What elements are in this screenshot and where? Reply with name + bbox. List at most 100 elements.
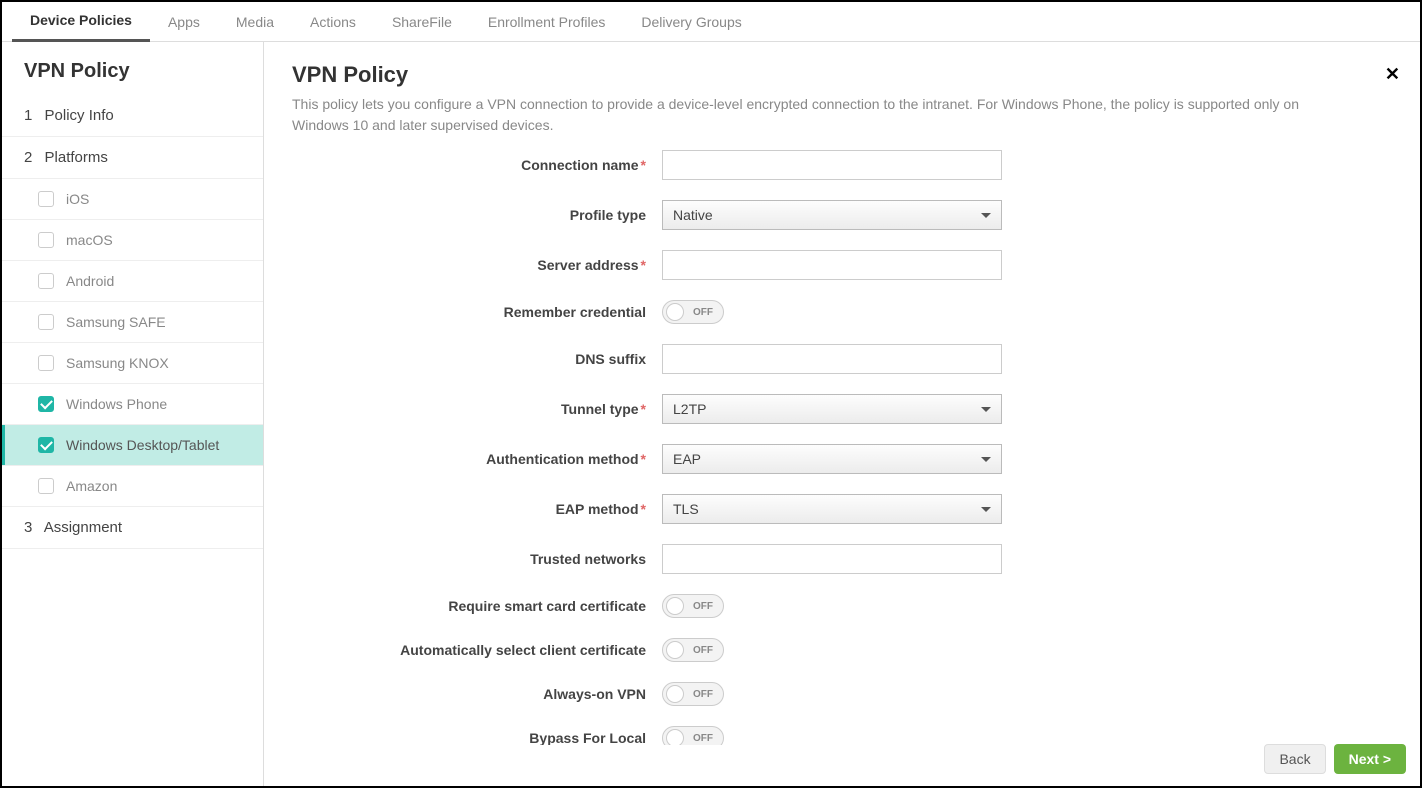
checkbox-icon[interactable] <box>38 191 54 207</box>
step-num: 1 <box>24 107 32 124</box>
toggle-knob <box>666 685 684 703</box>
top-tab-delivery-groups[interactable]: Delivery Groups <box>623 2 759 42</box>
remember-credential-toggle[interactable]: OFF <box>662 300 724 324</box>
label-require-smart-card: Require smart card certificate <box>292 598 662 614</box>
chevron-down-icon <box>981 457 991 462</box>
back-button[interactable]: Back <box>1264 744 1325 774</box>
close-icon[interactable]: ✕ <box>1385 64 1400 85</box>
platform-item-windows-phone[interactable]: Windows Phone <box>2 384 263 425</box>
required-marker: * <box>641 401 646 417</box>
label-dns-suffix: DNS suffix <box>292 351 662 367</box>
platform-label: Samsung KNOX <box>66 355 169 371</box>
chevron-down-icon <box>981 213 991 218</box>
label-remember-credential: Remember credential <box>292 304 662 320</box>
toggle-knob <box>666 303 684 321</box>
row-auth-method: Authentication method* EAP <box>292 444 1392 474</box>
platform-item-amazon[interactable]: Amazon <box>2 466 263 507</box>
platform-item-samsung-safe[interactable]: Samsung SAFE <box>2 302 263 343</box>
label-always-on: Always-on VPN <box>292 686 662 702</box>
platform-item-samsung-knox[interactable]: Samsung KNOX <box>2 343 263 384</box>
connection-name-input[interactable] <box>662 150 1002 180</box>
checkbox-icon[interactable] <box>38 355 54 371</box>
top-tab-media[interactable]: Media <box>218 2 292 42</box>
next-button[interactable]: Next > <box>1334 744 1406 774</box>
row-bypass-local: Bypass For Local OFF <box>292 726 1392 745</box>
top-tab-sharefile[interactable]: ShareFile <box>374 2 470 42</box>
label-auto-select-cert: Automatically select client certificate <box>292 642 662 658</box>
eap-method-select[interactable]: TLS <box>662 494 1002 524</box>
required-marker: * <box>641 257 646 273</box>
platform-label: Windows Phone <box>66 396 167 412</box>
row-require-smart-card: Require smart card certificate OFF <box>292 594 1392 618</box>
toggle-state: OFF <box>693 733 713 744</box>
platform-item-macos[interactable]: macOS <box>2 220 263 261</box>
step-label: Policy Info <box>45 107 114 124</box>
label-eap-method: EAP method* <box>292 501 662 517</box>
step-num: 2 <box>24 149 32 166</box>
require-smart-card-toggle[interactable]: OFF <box>662 594 724 618</box>
platform-item-android[interactable]: Android <box>2 261 263 302</box>
label-auth-method: Authentication method* <box>292 451 662 467</box>
platform-label: Android <box>66 273 114 289</box>
always-on-toggle[interactable]: OFF <box>662 682 724 706</box>
trusted-networks-input[interactable] <box>662 544 1002 574</box>
bypass-local-toggle[interactable]: OFF <box>662 726 724 745</box>
select-value: TLS <box>673 501 699 517</box>
top-tab-apps[interactable]: Apps <box>150 2 218 42</box>
main-panel: ✕ VPN Policy This policy lets you config… <box>264 42 1420 786</box>
step-num: 3 <box>24 519 32 536</box>
toggle-knob <box>666 729 684 745</box>
platform-list: iOS macOS Android Samsung SAFE Samsung KNOX W… <box>2 179 263 507</box>
page-description: This policy lets you configure a VPN con… <box>292 94 1352 136</box>
top-tab-device-policies[interactable]: Device Policies <box>12 2 150 42</box>
platform-label: iOS <box>66 191 89 207</box>
row-profile-type: Profile type Native <box>292 200 1392 230</box>
checkbox-icon[interactable] <box>38 232 54 248</box>
platform-item-ios[interactable]: iOS <box>2 179 263 220</box>
checkbox-icon[interactable] <box>38 396 54 412</box>
select-value: Native <box>673 207 713 223</box>
row-dns-suffix: DNS suffix <box>292 344 1392 374</box>
auto-select-cert-toggle[interactable]: OFF <box>662 638 724 662</box>
toggle-state: OFF <box>693 689 713 700</box>
tunnel-type-select[interactable]: L2TP <box>662 394 1002 424</box>
label-bypass-local: Bypass For Local <box>292 730 662 745</box>
checkbox-icon[interactable] <box>38 437 54 453</box>
checkbox-icon[interactable] <box>38 273 54 289</box>
row-auto-select-cert: Automatically select client certificate … <box>292 638 1392 662</box>
body-wrap: VPN Policy 1 Policy Info 2 Platforms iOS… <box>2 42 1420 786</box>
label-profile-type: Profile type <box>292 207 662 223</box>
step-policy-info[interactable]: 1 Policy Info <box>2 95 263 137</box>
sidebar: VPN Policy 1 Policy Info 2 Platforms iOS… <box>2 42 264 786</box>
server-address-input[interactable] <box>662 250 1002 280</box>
app-frame: Device PoliciesAppsMediaActionsShareFile… <box>0 0 1422 788</box>
label-tunnel-type: Tunnel type* <box>292 401 662 417</box>
label-server-address: Server address* <box>292 257 662 273</box>
toggle-knob <box>666 641 684 659</box>
dns-suffix-input[interactable] <box>662 344 1002 374</box>
step-platforms[interactable]: 2 Platforms <box>2 137 263 179</box>
profile-type-select[interactable]: Native <box>662 200 1002 230</box>
select-value: EAP <box>673 451 701 467</box>
chevron-down-icon <box>981 407 991 412</box>
toggle-state: OFF <box>693 307 713 318</box>
row-tunnel-type: Tunnel type* L2TP <box>292 394 1392 424</box>
platform-label: Windows Desktop/Tablet <box>66 437 219 453</box>
top-tab-actions[interactable]: Actions <box>292 2 374 42</box>
platform-item-windows-desktop-tablet[interactable]: Windows Desktop/Tablet <box>2 425 263 466</box>
step-assignment[interactable]: 3 Assignment <box>2 507 263 549</box>
checkbox-icon[interactable] <box>38 314 54 330</box>
platform-label: Amazon <box>66 478 117 494</box>
row-remember-credential: Remember credential OFF <box>292 300 1392 324</box>
platform-label: macOS <box>66 232 113 248</box>
checkbox-icon[interactable] <box>38 478 54 494</box>
row-always-on: Always-on VPN OFF <box>292 682 1392 706</box>
page-title: VPN Policy <box>292 62 1392 88</box>
toggle-knob <box>666 597 684 615</box>
top-tab-enrollment-profiles[interactable]: Enrollment Profiles <box>470 2 624 42</box>
chevron-down-icon <box>981 507 991 512</box>
row-connection-name: Connection name* <box>292 150 1392 180</box>
required-marker: * <box>641 501 646 517</box>
platform-label: Samsung SAFE <box>66 314 166 330</box>
auth-method-select[interactable]: EAP <box>662 444 1002 474</box>
